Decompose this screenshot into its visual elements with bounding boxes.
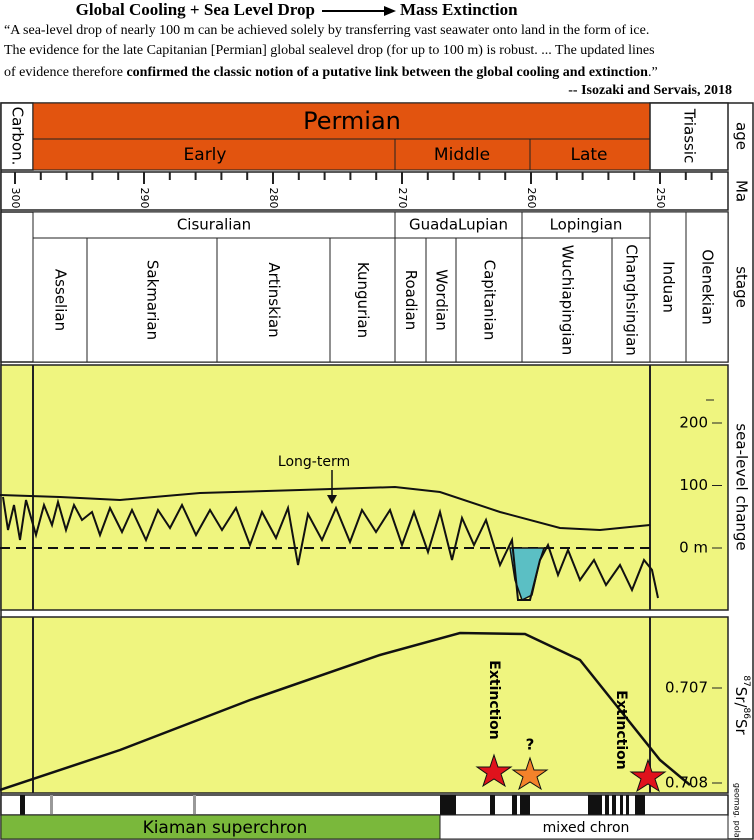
- stage-cell: [611, 237, 651, 363]
- question-mark: ?: [526, 736, 535, 754]
- title: Global Cooling + Sea Level Drop: [76, 0, 315, 19]
- stage-label: Roadian: [402, 270, 420, 331]
- polarity-zone: [439, 814, 729, 840]
- ma-scale: 300 290 280 270 260 250: [9, 172, 713, 209]
- stage-label: Wuchiapingian: [559, 245, 577, 356]
- quote-line: “A sea-level drop of nearly 100 m can be…: [4, 23, 649, 38]
- tick-label: 280: [267, 188, 280, 209]
- column-label: geomag. polarity: [733, 783, 742, 840]
- stage-label: Capitanian: [481, 260, 499, 341]
- star: [629, 758, 667, 793]
- stage-label: Olenekian: [699, 249, 717, 325]
- age-cell: [0, 102, 34, 171]
- annotation-arrow-head: [327, 495, 337, 504]
- long-term-curve: [0, 485, 651, 532]
- sr-curve: [0, 631, 691, 792]
- column-label: Ma: [733, 180, 751, 202]
- series-label: Lopingian: [550, 216, 623, 234]
- event-label: Extinction: [613, 690, 629, 769]
- tick-label: 300: [9, 188, 22, 209]
- epoch-label: Middle: [434, 145, 490, 165]
- sup: 86: [742, 708, 752, 720]
- sr-panel: [0, 616, 729, 794]
- quote-part: of evidence therefore: [4, 65, 126, 80]
- polarity-stripes: [20, 795, 645, 815]
- series-label: Cisuralian: [177, 216, 251, 234]
- tick-label: 0.707: [665, 679, 708, 697]
- stage-label: Asselian: [52, 269, 70, 331]
- stage-cell: [521, 237, 613, 363]
- series-cell: [521, 211, 651, 239]
- stage-cell: [425, 237, 457, 363]
- stage-label: Changhsingian: [623, 244, 641, 356]
- quote-part: .”: [648, 65, 658, 80]
- quote-line: The evidence for the late Capitanian [Pe…: [4, 43, 655, 58]
- stage-cell: [455, 237, 523, 363]
- sea-level-axis: 200 100 0 m: [679, 414, 722, 557]
- label-part: Sr/: [733, 687, 751, 709]
- tick-label: 100: [679, 476, 708, 494]
- stage-label: Sakmarian: [144, 260, 162, 340]
- attribution: -- Isozaki and Servais, 2018: [568, 83, 732, 98]
- stage-label: Artinskian: [265, 262, 283, 337]
- stages: Cisuralian GuadaLupian Lopingian Asselian Sa…: [32, 211, 729, 363]
- column-label: age: [733, 122, 751, 150]
- arrow-head: [384, 6, 396, 16]
- tick-label: 0.708: [665, 774, 708, 792]
- epoch-label: Late: [570, 145, 607, 165]
- stage-cell: [329, 237, 396, 363]
- series-label: GuadaLupian: [409, 216, 508, 234]
- stage-label: Kungurian: [354, 262, 372, 338]
- tick-label: 270: [396, 188, 409, 209]
- polarity-label: mixed chron: [543, 820, 630, 836]
- tick-label: 200: [679, 414, 708, 432]
- header: Global Cooling + Sea Level Drop Mass Ext…: [4, 0, 732, 98]
- stage-label: Wordian: [433, 269, 451, 330]
- stage-cell: [685, 211, 729, 363]
- polarity-zone: [0, 814, 441, 840]
- column-label: 87Sr/86Sr: [733, 675, 752, 735]
- title-end: Mass Extinction: [400, 0, 518, 19]
- stage-cell: [86, 237, 218, 363]
- star: [475, 753, 513, 788]
- star: [511, 756, 549, 791]
- epoch-label: Early: [184, 145, 227, 165]
- epoch-cell: [529, 138, 651, 171]
- age-label: Triassic: [681, 108, 699, 164]
- annotation: Long-term: [278, 454, 350, 470]
- quote-line: of evidence therefore confirmed the clas…: [4, 65, 658, 80]
- series-cell: [394, 211, 523, 239]
- polarity-label: Kiaman superchron: [143, 818, 308, 838]
- column-label: sea-level change: [733, 423, 751, 550]
- stage-cell: [649, 211, 687, 363]
- age-cell: [649, 102, 729, 171]
- quote-bold: confirmed the classic notion of a putati…: [126, 65, 648, 80]
- tick-label: 250: [654, 188, 667, 209]
- ma-row: [0, 171, 729, 211]
- tick-label: 0 m: [679, 539, 708, 557]
- stage-cell: [32, 237, 88, 363]
- polarity-bar: [0, 794, 729, 816]
- age-label: Permian: [303, 107, 401, 135]
- sea-level-curve: [2, 496, 659, 601]
- tick-label: 290: [138, 188, 151, 209]
- age-label: Carbon.: [9, 107, 27, 166]
- event-label: Extinction: [486, 660, 502, 739]
- label-part: Sr: [733, 719, 751, 736]
- stage-cell: [394, 237, 427, 363]
- sr-axis: 0.707 0.708: [665, 679, 722, 792]
- sup: 87: [742, 675, 752, 686]
- tick-label: 260: [525, 188, 538, 209]
- stage-label: Induan: [660, 261, 678, 313]
- stage-cell: [216, 237, 331, 363]
- column-label: stage: [733, 266, 751, 308]
- series-cell: [32, 211, 396, 239]
